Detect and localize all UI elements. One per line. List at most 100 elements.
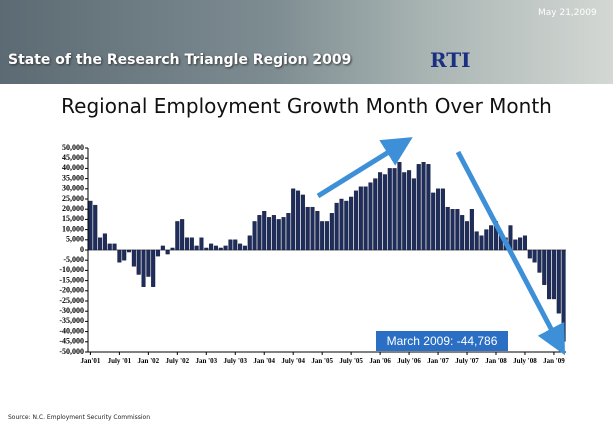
y-tick-label: -45,000 — [59, 337, 84, 346]
bar — [469, 208, 474, 251]
bar — [440, 188, 445, 251]
bar — [416, 164, 421, 251]
bar — [368, 182, 373, 251]
bar — [411, 178, 416, 251]
bar — [513, 239, 518, 251]
bar — [310, 206, 315, 251]
bar — [392, 168, 397, 251]
bar — [436, 188, 441, 251]
bar — [267, 217, 272, 251]
bar — [561, 249, 566, 342]
y-tick-label: 35,000 — [62, 173, 84, 182]
bar — [431, 192, 436, 251]
x-tick-label: July '04 — [281, 357, 305, 365]
bar — [522, 235, 527, 251]
bar — [353, 190, 359, 251]
bar — [382, 174, 387, 251]
bar — [252, 221, 257, 251]
bar — [542, 249, 547, 285]
bar — [402, 172, 407, 251]
x-tick-label: Jan '02 — [137, 357, 160, 365]
bar — [262, 211, 267, 251]
bar — [537, 249, 542, 273]
bar — [329, 213, 334, 251]
bar — [460, 215, 465, 251]
bar — [464, 221, 470, 251]
x-tick-label: Jan'01 — [80, 357, 101, 365]
bar — [551, 249, 556, 300]
bar — [98, 237, 103, 251]
bar — [295, 190, 301, 251]
bar — [102, 233, 107, 251]
bar — [339, 198, 344, 251]
bar — [257, 215, 262, 251]
bar — [218, 247, 223, 251]
bar — [281, 217, 286, 251]
y-tick-label: -35,000 — [59, 316, 84, 325]
y-tick-label: 10,000 — [62, 224, 84, 233]
y-tick-label: 25,000 — [62, 194, 84, 203]
bar — [320, 221, 325, 251]
bar — [315, 211, 320, 251]
bar — [407, 170, 412, 251]
x-tick-label: July '08 — [513, 357, 537, 365]
x-tick-label: July '03 — [223, 357, 248, 365]
bar — [151, 249, 156, 287]
bar — [527, 249, 532, 259]
x-tick-label: Jan '05 — [311, 357, 333, 365]
bar — [122, 249, 127, 261]
bar — [532, 249, 537, 263]
x-tick-label: July '07 — [455, 357, 479, 365]
bar — [155, 249, 161, 257]
x-tick-label: July '05 — [339, 357, 363, 365]
y-tick-label: -25,000 — [59, 296, 84, 305]
bar — [170, 247, 175, 251]
bar — [136, 249, 141, 275]
bar — [180, 219, 185, 251]
bar — [238, 243, 243, 251]
x-tick-label: July '06 — [397, 357, 421, 365]
x-tick-label: Jan '09 — [543, 357, 565, 365]
y-tick-label: 45,000 — [62, 153, 84, 162]
y-tick-label: 20,000 — [62, 204, 84, 213]
bar — [165, 249, 170, 255]
y-tick-label: -30,000 — [59, 306, 84, 315]
bar — [474, 231, 479, 251]
y-tick-label: 5,000 — [66, 235, 84, 244]
y-tick-label: -40,000 — [59, 326, 84, 335]
bar — [387, 168, 392, 251]
source: Source: N.C. Employment Security Commiss… — [8, 414, 151, 421]
bar — [397, 162, 402, 251]
bar — [426, 164, 431, 251]
bar — [223, 245, 228, 251]
bar — [131, 249, 136, 267]
bar — [373, 178, 378, 251]
bar — [305, 206, 310, 251]
y-tick-label: -10,000 — [59, 265, 84, 274]
bar — [93, 204, 98, 251]
annotation: March 2009: -44,786 — [376, 331, 508, 351]
bar — [445, 206, 450, 251]
y-tick-label: 15,000 — [62, 214, 84, 223]
bar — [209, 243, 214, 251]
banner-date: May 21,2009 — [538, 8, 597, 18]
bar — [117, 249, 122, 263]
y-tick-label: 40,000 — [62, 163, 84, 172]
bar — [88, 200, 93, 251]
x-tick-label: Jan '04 — [253, 357, 276, 365]
bar — [358, 186, 363, 251]
y-tick-label: 0 — [80, 245, 84, 254]
y-tick-label: -15,000 — [59, 275, 84, 284]
bar — [276, 219, 281, 251]
x-tick-label: July '02 — [165, 357, 190, 365]
bar — [489, 225, 494, 251]
bar — [479, 235, 484, 251]
bar — [556, 249, 561, 314]
bar — [421, 162, 426, 251]
bar — [233, 239, 238, 251]
x-tick-label: Jan '08 — [485, 357, 507, 365]
bar — [547, 249, 552, 300]
trend-arrow — [455, 150, 565, 356]
bar — [291, 188, 296, 251]
bar — [349, 196, 354, 251]
